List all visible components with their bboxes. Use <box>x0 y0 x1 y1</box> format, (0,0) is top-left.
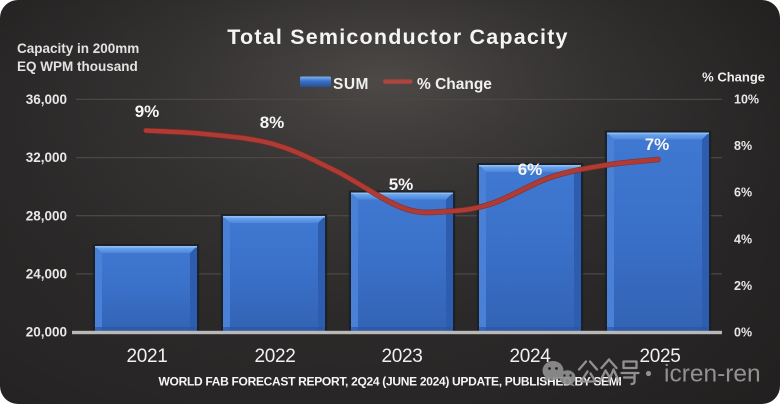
svg-text:WORLD FAB FORECAST REPORT, 2Q2: WORLD FAB FORECAST REPORT, 2Q24 (JUNE 20… <box>159 375 622 389</box>
svg-text:8%: 8% <box>734 139 752 153</box>
svg-text:10%: 10% <box>734 93 759 107</box>
svg-text:4%: 4% <box>734 232 752 246</box>
svg-text:2024: 2024 <box>509 346 551 367</box>
svg-text:2%: 2% <box>734 279 752 293</box>
svg-text:2025: 2025 <box>639 346 680 367</box>
svg-text:7%: 7% <box>645 135 670 154</box>
svg-text:0%: 0% <box>734 326 752 340</box>
svg-text:% Change: % Change <box>417 76 492 93</box>
svg-text:6%: 6% <box>518 160 543 179</box>
svg-text:SUM: SUM <box>333 76 369 93</box>
svg-text:icren-ren: icren-ren <box>664 361 761 388</box>
svg-text:Capacity in 200mm: Capacity in 200mm <box>17 41 139 56</box>
svg-text:32,000: 32,000 <box>26 150 67 165</box>
svg-text:Total Semiconductor Capacity: Total Semiconductor Capacity <box>227 25 568 49</box>
svg-text:5%: 5% <box>389 175 414 194</box>
svg-text:24,000: 24,000 <box>26 267 67 282</box>
svg-text:EQ WPM thousand: EQ WPM thousand <box>17 59 138 74</box>
svg-text:6%: 6% <box>734 186 752 200</box>
svg-text:2023: 2023 <box>381 346 422 367</box>
svg-text:2021: 2021 <box>126 346 167 367</box>
svg-text:28,000: 28,000 <box>26 208 67 223</box>
svg-text:36,000: 36,000 <box>26 92 67 107</box>
svg-text:% Change: % Change <box>702 70 765 85</box>
svg-text:9%: 9% <box>135 102 160 121</box>
svg-text:8%: 8% <box>260 113 285 132</box>
svg-text:20,000: 20,000 <box>26 325 67 340</box>
svg-text:2022: 2022 <box>254 346 295 367</box>
